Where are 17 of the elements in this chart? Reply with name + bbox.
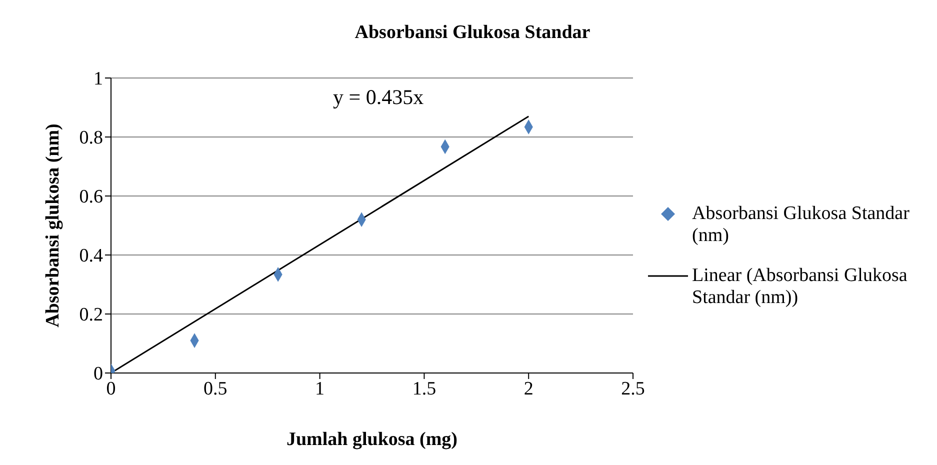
y-axis-title: Absorbansi glukosa (nm): [42, 124, 64, 328]
y-tick-label: 0: [94, 364, 103, 385]
y-tick-label: 0.8: [79, 128, 103, 149]
legend-label: Linear (Absorbansi Glukosa Standar (nm)): [692, 265, 908, 309]
y-tick-label: 0.6: [79, 186, 103, 208]
x-tick-label: 2.5: [621, 378, 645, 400]
legend-label: Absorbansi Glukosa Standar (nm): [692, 203, 910, 247]
annotation: y = 0.435x: [333, 85, 424, 110]
x-tick-label: 1: [315, 378, 325, 400]
x-tick-label: 2: [524, 378, 534, 400]
y-tick-label: 1: [94, 68, 103, 90]
chart-title: Absorbansi Glukosa Standar: [354, 22, 592, 44]
y-tick-label: 0.4: [79, 246, 104, 267]
x-tick-label: 1.5: [412, 378, 436, 400]
x-axis-title: Jumlah glukosa (mg): [286, 429, 458, 450]
y-tick-label: 0.2: [79, 304, 103, 326]
x-tick-label: 0.5: [204, 378, 228, 400]
